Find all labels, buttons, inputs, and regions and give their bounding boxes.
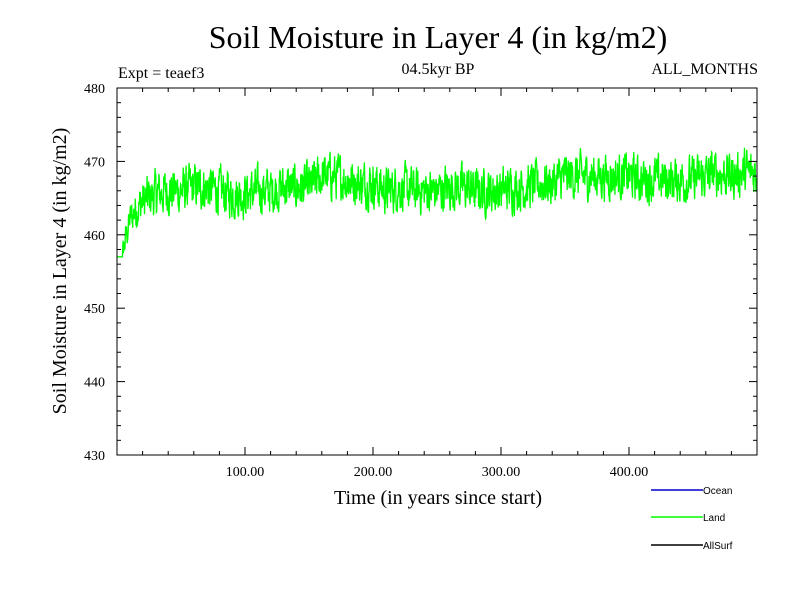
x-tick-label: 200.00 <box>354 465 393 480</box>
plot-background <box>117 88 757 455</box>
y-tick-label: 450 <box>84 302 105 317</box>
y-tick-label: 440 <box>84 376 105 391</box>
legend-label-land: Land <box>703 513 725 524</box>
plot-frame <box>116 87 758 456</box>
experiment-label: Expt = teaef3 <box>118 65 204 82</box>
y-axis-label: Soil Moisture in Layer 4 (in kg/m2) <box>49 128 71 415</box>
months-label: ALL_MONTHS <box>651 61 758 78</box>
y-tick-label: 470 <box>84 155 105 170</box>
chart-title: Soil Moisture in Layer 4 (in kg/m2) <box>209 19 668 55</box>
y-tick-label: 480 <box>84 82 105 97</box>
y-tick-label: 460 <box>84 229 105 244</box>
x-axis-label: Time (in years since start) <box>334 487 542 509</box>
legend-label-ocean: Ocean <box>703 486 732 497</box>
x-tick-label: 100.00 <box>226 465 265 480</box>
period-label: 04.5kyr BP <box>402 61 475 78</box>
legend: Ocean Land AllSurf <box>651 486 733 552</box>
x-tick-label: 300.00 <box>482 465 521 480</box>
y-tick-label: 430 <box>84 449 105 464</box>
x-tick-label: 400.00 <box>610 465 649 480</box>
series-line-land <box>117 147 758 258</box>
series-layer <box>117 147 758 258</box>
legend-label-allsurf: AllSurf <box>703 541 733 552</box>
axes-layer: 430 440 450 460 470 480 100.00 200.00 300.00 400.… <box>84 82 758 480</box>
plot-area <box>117 88 757 455</box>
